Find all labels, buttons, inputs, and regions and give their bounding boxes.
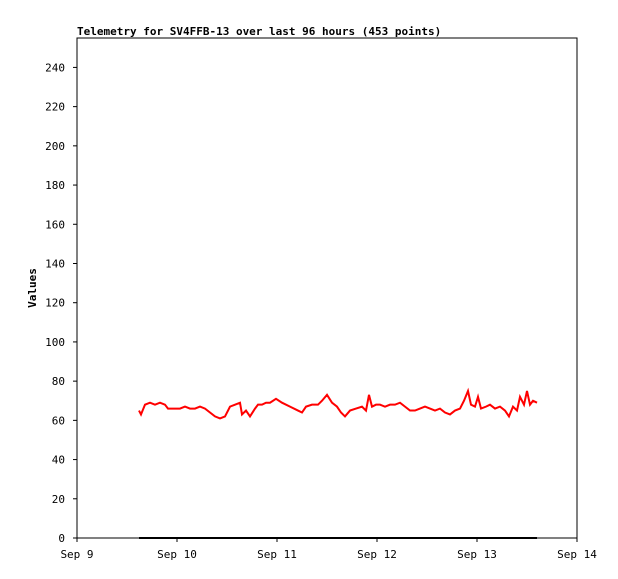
y-tick-label: 200 (45, 140, 65, 153)
x-tick-label: Sep 9 (60, 548, 93, 561)
x-tick-label: Sep 14 (557, 548, 597, 561)
x-tick-label: Sep 10 (157, 548, 197, 561)
x-tick-label: Sep 12 (357, 548, 397, 561)
plot-frame (76, 37, 578, 539)
y-tick-label: 240 (45, 61, 65, 74)
y-tick-label: 80 (52, 375, 65, 388)
y-tick-label: 60 (52, 414, 65, 427)
y-tick-label: 0 (58, 532, 65, 545)
chart-title: Telemetry for SV4FFB-13 over last 96 hou… (77, 25, 441, 38)
y-tick-label: 40 (52, 454, 65, 467)
data-line (138, 387, 538, 420)
y-tick-label: 20 (52, 493, 65, 506)
y-tick-label: 140 (45, 257, 65, 270)
x-tick-label: Sep 13 (457, 548, 497, 561)
y-tick-label: 180 (45, 179, 65, 192)
y-tick-label: 100 (45, 336, 65, 349)
y-axis-label: Values (26, 268, 39, 308)
y-tick-label: 220 (45, 101, 65, 114)
y-tick-label: 160 (45, 218, 65, 231)
y-tick-label: 120 (45, 297, 65, 310)
x-tick-label: Sep 11 (257, 548, 297, 561)
